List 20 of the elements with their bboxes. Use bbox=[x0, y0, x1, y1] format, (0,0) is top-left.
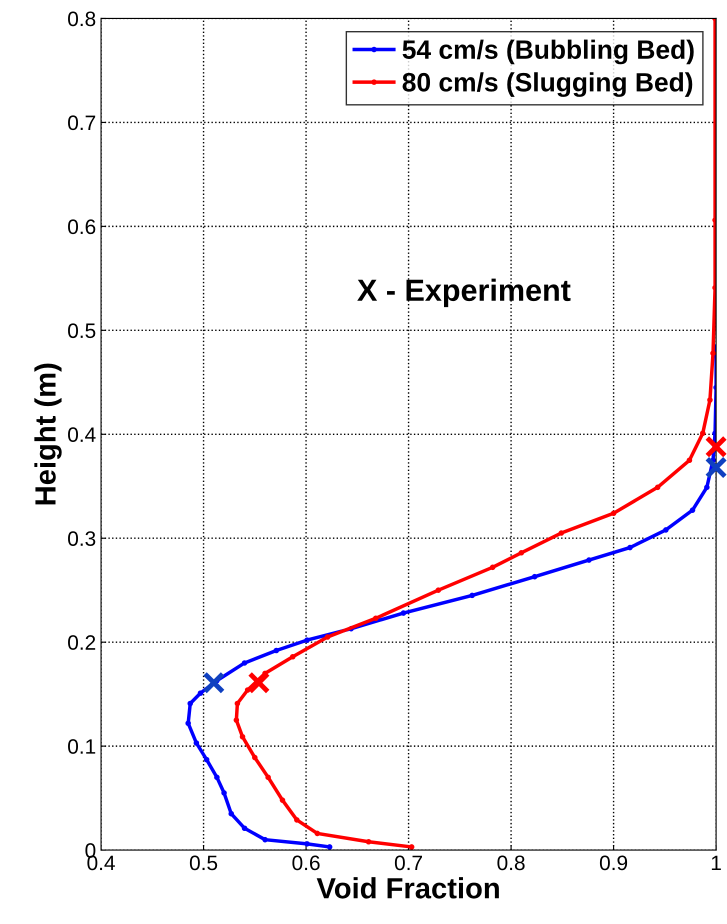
legend-label: 80 cm/s (Slugging Bed) bbox=[402, 72, 692, 97]
x-tick-label: 0.7 bbox=[394, 855, 422, 870]
y-tick-label: 0.1 bbox=[68, 739, 96, 754]
x-tick-label: 0.5 bbox=[190, 855, 218, 870]
x-tick-label: 0.4 bbox=[87, 855, 115, 870]
y-tick-label: 0.4 bbox=[68, 427, 96, 442]
y-tick-label: 0.8 bbox=[68, 11, 96, 26]
x-axis-title: Void Fraction bbox=[316, 877, 499, 899]
y-tick-label: 0.7 bbox=[68, 115, 96, 130]
x-tick-label: 0.8 bbox=[497, 855, 525, 870]
x-tick-label: 0.9 bbox=[600, 855, 628, 870]
y-tick-label: 0.3 bbox=[68, 531, 96, 546]
y-tick-label: 0.2 bbox=[68, 635, 96, 650]
x-tick-label: 1 bbox=[712, 856, 721, 870]
y-tick-label: 0.5 bbox=[68, 323, 96, 338]
x-tick-label: 0.6 bbox=[292, 855, 320, 870]
legend-label: 54 cm/s (Bubbling Bed) bbox=[402, 40, 694, 64]
annotation: X - Experiment bbox=[357, 278, 571, 308]
y-axis-title: Height (m) bbox=[34, 364, 62, 504]
y-tick-label: 0.6 bbox=[68, 219, 96, 234]
